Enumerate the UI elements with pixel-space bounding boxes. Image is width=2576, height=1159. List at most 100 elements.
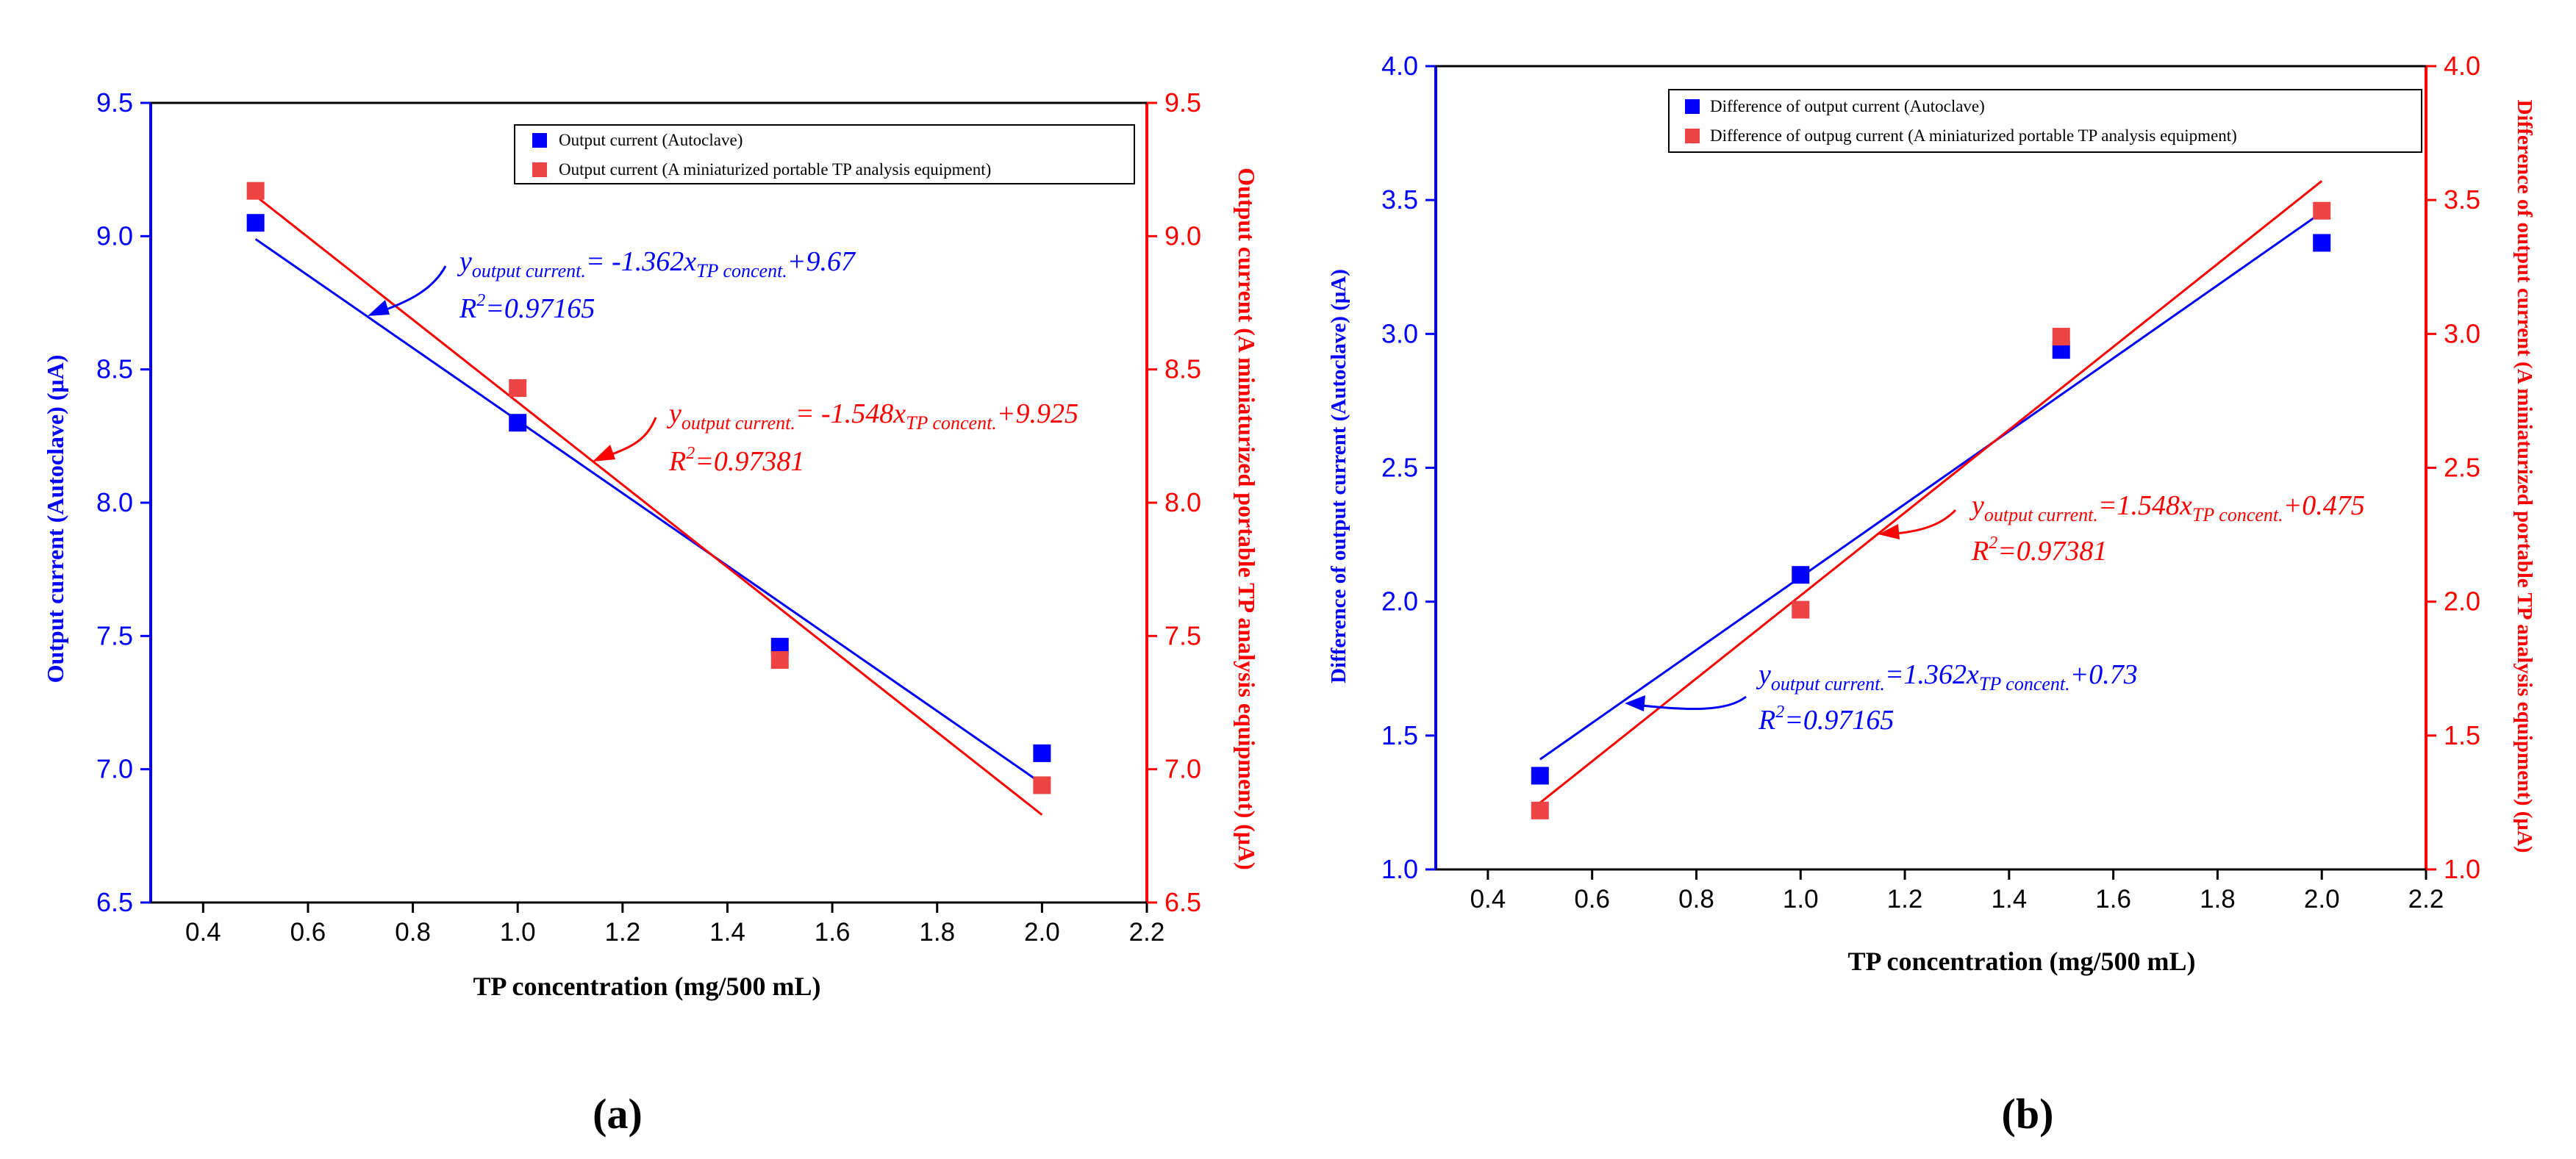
panel-a-legend-marker-autoclave (532, 133, 547, 148)
panel-b-x-tick-label: 1.0 (1783, 885, 1819, 914)
panel-b-x-tick-label: 2.2 (2408, 885, 2444, 914)
panel-b-y-tick-label-right: 4.0 (2444, 51, 2480, 81)
panel-b-y-tick-label-left: 1.0 (1381, 854, 1418, 884)
panel-a-x-tick-label: 0.4 (185, 918, 221, 947)
panel-a-legend-box (514, 124, 1135, 184)
panel-a-y-axis-title-left: Output current (Autoclave) (μA) (42, 355, 68, 683)
panel-a-point-autoclave (246, 214, 265, 232)
panel-a-annotation-portable-arrowhead (593, 445, 615, 462)
panel-a-point-portable (1033, 776, 1051, 794)
panel-a-y-tick-label-right: 8.0 (1164, 487, 1201, 517)
panel-b-y-tick-label-left: 3.5 (1381, 184, 1418, 215)
panel-b-point-autoclave (2313, 234, 2331, 252)
panel-b-y-tick-label-left: 4.0 (1381, 51, 1418, 81)
panel-b-y-tick-label-left: 2.5 (1381, 453, 1418, 483)
panel-a-x-tick-label: 2.0 (1024, 918, 1060, 947)
panel-b-legend-marker-portable (1685, 129, 1700, 143)
panel-b-point-portable (1531, 801, 1549, 819)
panel-a-y-tick-label-right: 7.0 (1164, 754, 1201, 784)
panel-b-y-tick-label-left: 3.0 (1381, 318, 1418, 348)
panel-a-point-portable (509, 379, 527, 398)
panel-b-y-tick-label-right: 2.0 (2444, 586, 2480, 617)
panel-a-fit-line-portable (254, 195, 1043, 816)
panel-a-y-tick-label-left: 8.0 (96, 487, 133, 517)
panel-b-x-tick-label: 1.8 (2200, 885, 2236, 914)
panel-a-y-tick-label-right: 9.0 (1164, 220, 1201, 251)
panel-a-annotation-portable-equation: youtput current.= -1.548xTP concent.+9.9… (666, 398, 1078, 434)
panel-b-y-tick-label-right: 3.5 (2444, 184, 2480, 215)
panel-b-x-tick-label: 1.4 (1992, 885, 2028, 914)
panel-b-y-axis-title-right: Difference of output current (A miniatur… (2513, 100, 2536, 853)
panel-b-chart: 0.4 0.6 0.8 1.0 1.2 1.4 1.6 1.8 2.0 2.21.01.52.02… (1327, 51, 2536, 1138)
panel-b-legend-box (1668, 89, 2422, 153)
panel-b-y-tick-label-right: 1.5 (2444, 720, 2480, 750)
panel-a-x-tick-label: 2.2 (1129, 918, 1165, 947)
panel-a-annotation-autoclave-equation: youtput current.= -1.362xTP concent.+9.6… (457, 246, 856, 281)
panel-a-fit-line-autoclave (254, 238, 1043, 785)
panel-a-legend-marker-portable (532, 162, 547, 177)
panel-b-annotation-portable-r2: R2=0.97381 (1971, 534, 2107, 567)
panel-a-point-portable (770, 650, 789, 669)
panel-b-annotation-autoclave-arrow (1628, 695, 1747, 711)
panel-a-y-tick-label-right: 8.5 (1164, 354, 1201, 384)
panel-b-x-tick-label: 0.4 (1470, 885, 1506, 914)
panel-a-x-tick-label: 0.8 (395, 918, 431, 947)
panel-a-label: (a) (593, 1090, 643, 1138)
panel-b-fit-line-autoclave (1539, 211, 2323, 761)
panel-a-x-tick-label: 1.4 (709, 918, 745, 947)
panel-a-y-tick-label-left: 8.5 (96, 354, 133, 384)
panel-b-annotation-autoclave-equation: youtput current.=1.362xTP concent.+0.73 (1756, 659, 2138, 695)
panel-a-annotation-autoclave-arrowhead (368, 300, 390, 316)
panel-b-point-portable (1792, 600, 1810, 619)
panel-b-point-autoclave (1792, 566, 1810, 584)
panel-b-y-tick-label-right: 1.0 (2444, 854, 2480, 884)
panel-b-annotation-portable-equation: youtput current.=1.548xTP concent.+0.475 (1969, 490, 2365, 525)
panel-b-point-portable (2313, 201, 2331, 220)
panel-b-y-tick-label-right: 3.0 (2444, 318, 2480, 348)
panel-a-annotation-portable: youtput current.= -1.548xTP concent.+9.9… (593, 398, 1078, 477)
panel-a-y-tick-label-right: 7.5 (1164, 620, 1201, 650)
panel-a-legend-label-autoclave: Output current (Autoclave) (559, 131, 743, 149)
panel-b-legend: Difference of output current (Autoclave)… (1668, 89, 2422, 153)
panel-b-x-tick-label: 1.2 (1887, 885, 1923, 914)
panel-a-point-portable (246, 182, 265, 200)
panel-a-x-tick-label: 0.6 (290, 918, 326, 947)
panel-a-x-tick-label: 1.6 (815, 918, 851, 947)
panel-b-x-tick-label: 2.0 (2304, 885, 2340, 914)
panel-a-y-tick-label-left: 7.0 (96, 754, 133, 784)
panel-a-y-tick-label-left: 9.5 (96, 87, 133, 118)
panel-b-y-axis-title-left: Difference of output current (Autoclave)… (1327, 269, 1350, 683)
panel-a-annotation-autoclave-r2: R2=0.97165 (459, 291, 595, 324)
panel-a-point-autoclave (509, 414, 527, 432)
panel-a-y-tick-label-right: 6.5 (1164, 887, 1201, 917)
panel-b-y-tick-label-left: 2.0 (1381, 586, 1418, 617)
panel-a-point-autoclave (1033, 744, 1051, 762)
panel-a-legend: Output current (Autoclave) Output curren… (514, 124, 1135, 184)
panel-b-label: (b) (2002, 1090, 2054, 1138)
panel-b-legend-marker-autoclave (1685, 99, 1700, 114)
panel-a-y-axis-title-right: Output current (A miniaturized portable … (1234, 168, 1260, 870)
panel-a-x-tick-label: 1.0 (500, 918, 536, 947)
panel-b-annotation-autoclave-arrowhead (1625, 695, 1645, 711)
panel-a-y-tick-label-left: 6.5 (96, 887, 133, 917)
panel-b-x-tick-label: 0.6 (1574, 885, 1610, 914)
panel-a-annotation-autoclave: youtput current.= -1.362xTP concent.+9.6… (368, 246, 856, 324)
panel-b-x-axis-title: TP concentration (mg/500 mL) (1848, 947, 2196, 976)
panel-b-annotation-portable: youtput current.=1.548xTP concent.+0.475… (1878, 490, 2365, 567)
panel-b-y-tick-label-left: 1.5 (1381, 720, 1418, 750)
panel-b-annotation-autoclave: youtput current.=1.362xTP concent.+0.73 … (1625, 659, 2138, 736)
panel-a-x-axis-title: TP concentration (mg/500 mL) (473, 972, 821, 1001)
panel-a-x-tick-label: 1.2 (605, 918, 641, 947)
panel-b-x-tick-label: 0.8 (1678, 885, 1714, 914)
panel-b-annotation-portable-arrowhead (1878, 524, 1900, 539)
panel-a-y-tick-label-left: 7.5 (96, 620, 133, 650)
panel-b-legend-label-portable: Difference of outpug current (A miniatur… (1710, 126, 2237, 145)
panel-a-chart: 0.4 0.6 0.8 1.0 1.2 1.4 1.6 1.8 2.0 2.26.57.07.58… (42, 87, 1260, 1138)
panel-b-fit-line-portable (1539, 180, 2323, 804)
panel-a-legend-label-portable: Output current (A miniaturized portable … (559, 160, 991, 179)
panel-a-y-tick-label-right: 9.5 (1164, 87, 1201, 118)
panel-b-point-autoclave (1531, 767, 1549, 785)
panel-b-y-tick-label-right: 2.5 (2444, 453, 2480, 483)
